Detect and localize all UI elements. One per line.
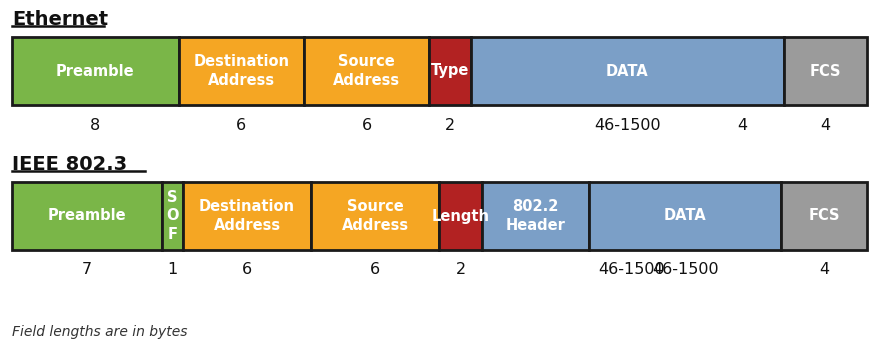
Text: 6: 6 bbox=[242, 262, 252, 278]
Text: Preamble: Preamble bbox=[47, 208, 126, 224]
Text: Ethernet: Ethernet bbox=[12, 10, 108, 29]
FancyBboxPatch shape bbox=[781, 182, 866, 250]
Text: FCS: FCS bbox=[809, 63, 840, 78]
Text: Type: Type bbox=[431, 63, 468, 78]
Text: Field lengths are in bytes: Field lengths are in bytes bbox=[12, 325, 188, 339]
FancyBboxPatch shape bbox=[161, 182, 182, 250]
Text: 46-1500: 46-1500 bbox=[598, 262, 665, 278]
Text: 6: 6 bbox=[236, 117, 246, 132]
FancyBboxPatch shape bbox=[429, 37, 470, 105]
Text: 1: 1 bbox=[167, 262, 177, 278]
FancyBboxPatch shape bbox=[481, 182, 588, 250]
Text: 6: 6 bbox=[361, 117, 371, 132]
Text: DATA: DATA bbox=[605, 63, 648, 78]
Text: 46-1500: 46-1500 bbox=[652, 262, 717, 278]
FancyBboxPatch shape bbox=[12, 37, 179, 105]
Text: 6: 6 bbox=[370, 262, 380, 278]
Text: Preamble: Preamble bbox=[56, 63, 134, 78]
FancyBboxPatch shape bbox=[470, 37, 782, 105]
FancyBboxPatch shape bbox=[439, 182, 481, 250]
FancyBboxPatch shape bbox=[179, 37, 303, 105]
Text: 2: 2 bbox=[445, 117, 454, 132]
FancyBboxPatch shape bbox=[782, 37, 866, 105]
Text: IEEE 802.3: IEEE 802.3 bbox=[12, 155, 127, 174]
Text: 8: 8 bbox=[90, 117, 101, 132]
Text: 46-1500: 46-1500 bbox=[593, 117, 660, 132]
Text: 4: 4 bbox=[818, 262, 829, 278]
Text: 4: 4 bbox=[819, 117, 830, 132]
Text: Destination
Address: Destination Address bbox=[193, 54, 289, 88]
Text: DATA: DATA bbox=[663, 208, 706, 224]
FancyBboxPatch shape bbox=[182, 182, 310, 250]
Text: 2: 2 bbox=[455, 262, 466, 278]
Text: Length: Length bbox=[431, 208, 489, 224]
Text: S
O
F: S O F bbox=[166, 190, 178, 242]
Text: Destination
Address: Destination Address bbox=[199, 199, 295, 233]
Text: 4: 4 bbox=[736, 117, 746, 132]
FancyBboxPatch shape bbox=[303, 37, 429, 105]
FancyBboxPatch shape bbox=[588, 182, 781, 250]
Text: FCS: FCS bbox=[808, 208, 839, 224]
Text: 802.2
Header: 802.2 Header bbox=[505, 199, 565, 233]
FancyBboxPatch shape bbox=[310, 182, 439, 250]
Text: Source
Address: Source Address bbox=[332, 54, 400, 88]
FancyBboxPatch shape bbox=[12, 182, 161, 250]
Text: Source
Address: Source Address bbox=[341, 199, 409, 233]
Text: 7: 7 bbox=[82, 262, 92, 278]
